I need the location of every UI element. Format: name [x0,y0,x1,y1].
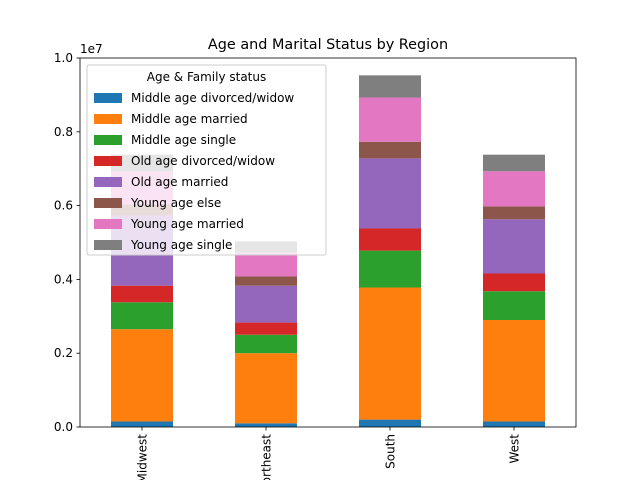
bar-segment-3-1 [483,319,545,422]
legend: Age & Family status Middle age divorced/w… [86,64,327,256]
bar-segment-1-1 [235,353,297,424]
y-tick-label: 0.2 [54,346,73,360]
bar-segment-1-5 [235,276,297,286]
y-axis-offset-label: 1e7 [80,42,103,56]
bar-segment-2-5 [359,141,421,159]
bar-segment-3-4 [483,219,545,274]
bar-segment-2-4 [359,158,421,229]
legend-label-7: Young age single [130,238,232,252]
bar-segment-3-3 [483,273,545,292]
bar-segment-1-0 [235,423,297,427]
bar-segment-3-7 [483,154,545,172]
legend-swatch-2 [94,135,122,145]
x-tick-label: South [384,434,398,469]
legend-label-1: Middle age married [131,112,248,126]
bar-segment-2-2 [359,250,421,288]
bar-segment-1-4 [235,285,297,323]
legend-label-2: Middle age single [131,133,236,147]
legend-label-5: Young age else [130,196,221,210]
legend-label-6: Young age married [130,217,244,231]
y-tick-label: 1.0 [54,51,73,65]
bar-segment-1-6 [235,252,297,277]
bar-segment-3-5 [483,206,545,220]
bar-segment-2-0 [359,419,421,427]
bar-segment-0-0 [111,421,173,427]
bar-segment-1-3 [235,322,297,335]
x-tick-label: West [508,434,522,464]
legend-swatch-6 [94,219,122,229]
legend-swatch-0 [94,93,122,103]
bar-segment-3-6 [483,171,545,207]
bar-segment-2-7 [359,75,421,98]
legend-box [86,64,327,256]
legend-swatch-4 [94,177,122,187]
legend-swatch-3 [94,156,122,166]
bar-segment-2-1 [359,287,421,420]
bar-segment-2-6 [359,97,421,142]
bar-segment-0-1 [111,329,173,422]
y-tick-label: 0.6 [54,199,73,213]
bar-segment-3-2 [483,291,545,320]
x-tick-label: Northeast [260,434,274,480]
legend-title: Age & Family status [147,70,267,84]
legend-swatch-5 [94,198,122,208]
plot-frame [79,57,577,428]
bar-segment-0-2 [111,302,173,330]
y-tick-label: 0.4 [54,272,73,286]
legend-label-0: Middle age divorced/widow [131,91,294,105]
legend-swatch-7 [94,240,122,250]
y-tick-label: 0.8 [54,125,73,139]
chart-title: Age and Marital Status by Region [208,37,448,53]
legend-label-3: Old age divorced/widow [131,154,275,168]
bar-segment-1-2 [235,334,297,354]
legend-label-4: Old age married [131,175,228,189]
axes-group: 0.0 0.2 0.4 0.6 0.8 1.0 Midwest Northeast South W… [54,51,577,480]
y-tick-label: 0.0 [54,420,73,434]
bar-segment-3-0 [483,421,545,427]
legend-swatch-1 [94,114,122,124]
bar-segment-0-3 [111,285,173,303]
bar-segment-2-3 [359,228,421,251]
x-tick-label: Midwest [136,434,150,480]
